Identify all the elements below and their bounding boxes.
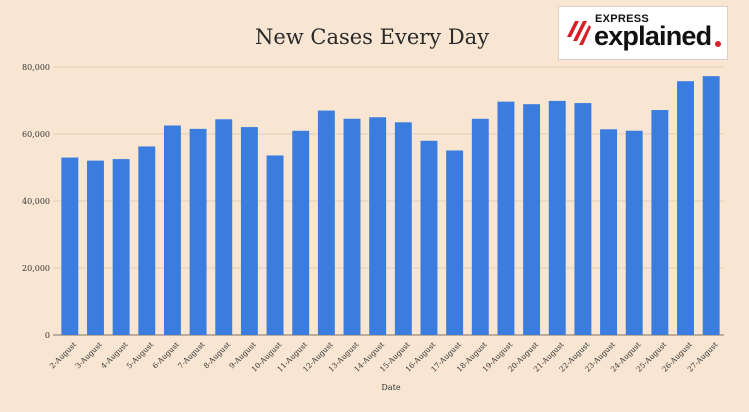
x-tick-label: 2-August (48, 340, 78, 370)
bar (651, 110, 669, 335)
logo-express-text: EXPRESS (595, 13, 650, 25)
bar (215, 119, 233, 335)
express-explained-logo: EXPRESS explained (558, 6, 728, 60)
chart-title: New Cases Every Day (255, 25, 489, 49)
bar (369, 117, 387, 335)
bar (189, 128, 207, 335)
bar (87, 160, 104, 335)
bar (600, 129, 618, 335)
y-tick-label: 20,000 (22, 264, 50, 273)
bar (702, 76, 720, 335)
x-tick-label: 4-August (99, 340, 129, 370)
bar (548, 100, 566, 336)
y-axis-ticks: 0 20,000 40,000 60,000 80,000 (22, 63, 50, 340)
bar (677, 81, 694, 335)
x-tick-label: 7-August (176, 340, 206, 370)
bar (574, 103, 592, 335)
bar (163, 125, 181, 335)
bar (497, 101, 515, 335)
x-tick-label: 3-August (73, 340, 103, 370)
bar (446, 150, 464, 335)
bar (394, 122, 412, 335)
bar (61, 157, 79, 335)
bar (420, 140, 438, 335)
bars (61, 76, 720, 336)
x-axis-ticks: 2-August3-August4-August5-August6-August… (48, 340, 720, 374)
bar (240, 127, 258, 335)
bar (112, 159, 130, 335)
bar (266, 155, 284, 335)
bar (292, 130, 310, 335)
x-tick-label: 6-August (150, 340, 180, 370)
bar (317, 110, 335, 336)
logo-dot (715, 41, 721, 47)
y-tick-label: 40,000 (22, 197, 50, 206)
x-tick-label: 5-August (125, 340, 155, 370)
bar (523, 104, 541, 335)
bar (343, 118, 361, 335)
y-tick-label: 80,000 (22, 63, 50, 72)
x-tick-label: 8-August (202, 340, 232, 370)
x-axis-label: Date (381, 383, 400, 392)
logo-explained-text: explained (594, 21, 712, 51)
brand-stripes-icon (567, 21, 591, 45)
y-tick-label: 0 (45, 331, 50, 340)
bar (625, 130, 643, 335)
bar (138, 146, 156, 335)
bar (471, 118, 489, 335)
y-tick-label: 60,000 (22, 130, 50, 139)
